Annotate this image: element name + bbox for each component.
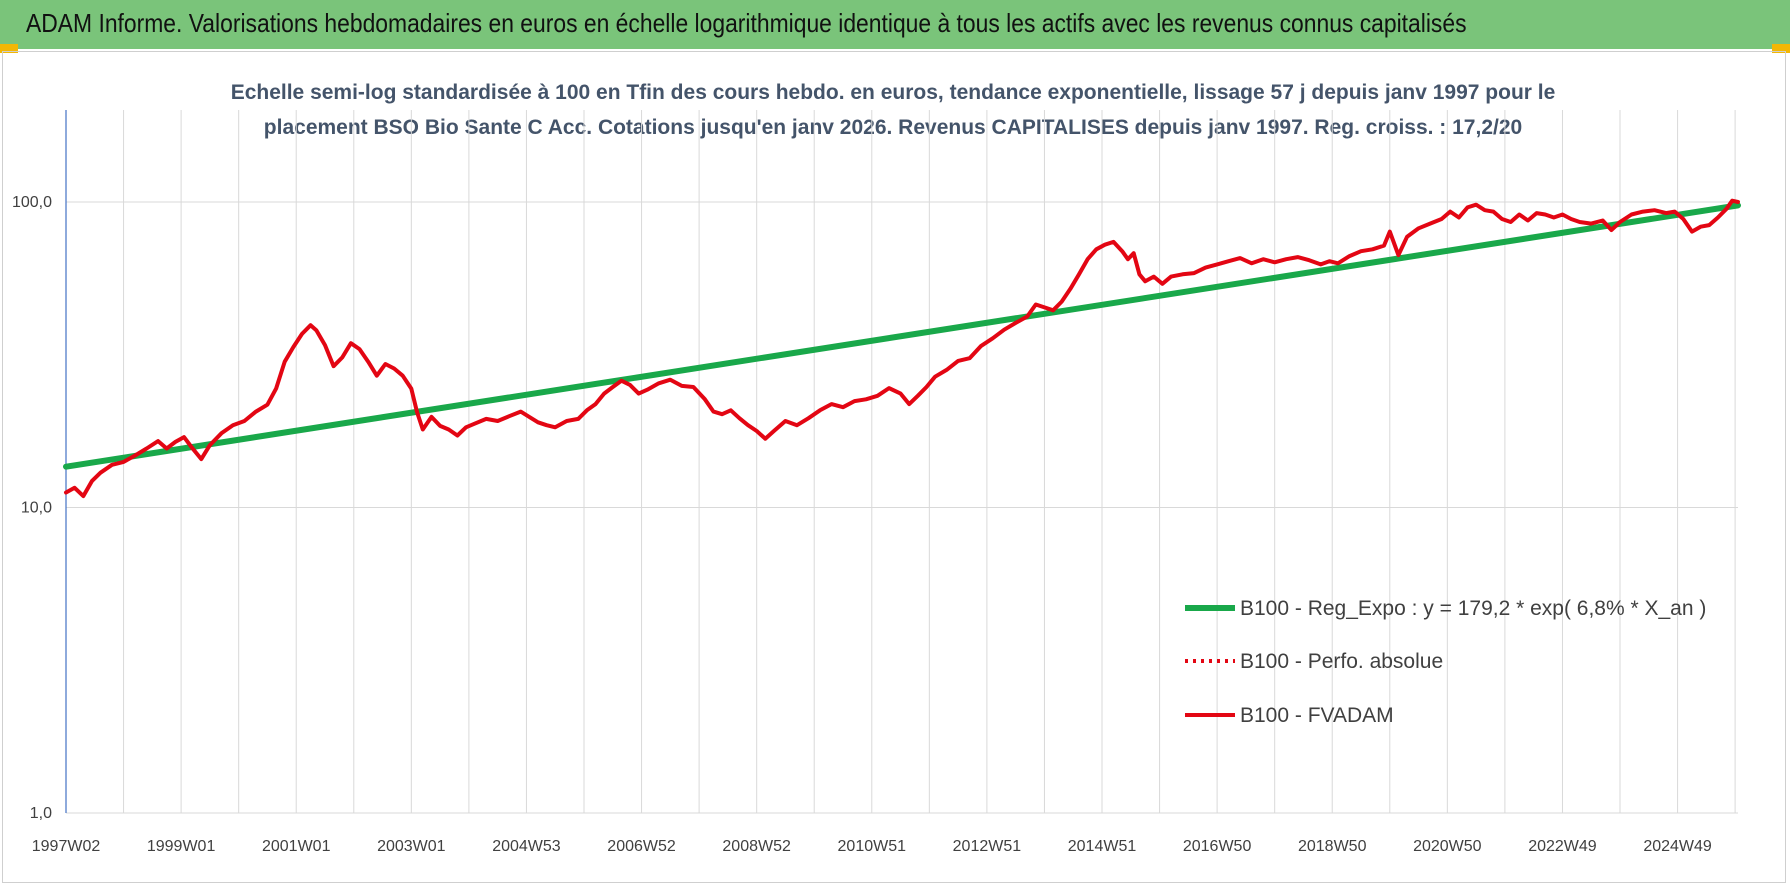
chart-title-line-2: placement BSO Bio Sante C Acc. Cotations… — [264, 116, 1522, 139]
y-tick-labels: 1,0 10,0 100,0 — [12, 194, 52, 822]
x-tick-label: 2018W50 — [1298, 838, 1367, 855]
chart-title-line-1: Echelle semi-log standardisée à 100 en T… — [231, 81, 1556, 104]
x-gridlines — [65, 110, 1736, 813]
corner-marker-right — [1772, 44, 1790, 53]
x-tick-label: 1999W01 — [147, 838, 216, 855]
header-title: ADAM Informe. Valorisations hebdomadaire… — [26, 8, 1467, 38]
legend-label: B100 - Reg_Expo : y = 179,2 * exp( 6,8% … — [1240, 597, 1706, 620]
x-tick-label: 2022W49 — [1528, 838, 1597, 855]
x-tick-label: 2004W53 — [492, 838, 561, 855]
x-tick-label: 2024W49 — [1643, 838, 1712, 855]
legend: B100 - Reg_Expo : y = 179,2 * exp( 6,8% … — [1185, 597, 1706, 727]
corner-marker-left — [0, 44, 18, 53]
x-tick-label: 2003W01 — [377, 838, 446, 855]
x-tick-label: 2006W52 — [607, 838, 676, 855]
x-tick-label: 2001W01 — [262, 838, 331, 855]
legend-label: B100 - Perfo. absolue — [1240, 650, 1443, 673]
x-tick-labels: 1997W02 1999W01 2001W01 2003W01 2004W53 2006W… — [32, 838, 1712, 855]
series-layer — [63, 198, 1741, 499]
x-tick-label: 2014W51 — [1068, 838, 1137, 855]
y-tick-label: 10,0 — [21, 500, 52, 517]
x-tick-label: 2020W50 — [1413, 838, 1482, 855]
header-bar: ADAM Informe. Valorisations hebdomadaire… — [0, 0, 1790, 49]
x-tick-label: 2008W52 — [722, 838, 791, 855]
x-tick-label: 1997W02 — [32, 838, 101, 855]
chart-frame — [2, 51, 1786, 883]
chart-title: Echelle semi-log standardisée à 100 en T… — [231, 81, 1556, 139]
y-gridlines — [66, 201, 1738, 814]
x-tick-label: 2016W50 — [1183, 838, 1252, 855]
fvadam-line — [64, 198, 1740, 499]
y-tick-label: 1,0 — [30, 805, 52, 822]
x-tick-label: 2010W51 — [838, 838, 907, 855]
trend-line — [63, 202, 1741, 470]
legend-label: B100 - FVADAM — [1240, 704, 1394, 727]
y-tick-label: 100,0 — [12, 194, 52, 211]
x-tick-label: 2012W51 — [953, 838, 1022, 855]
